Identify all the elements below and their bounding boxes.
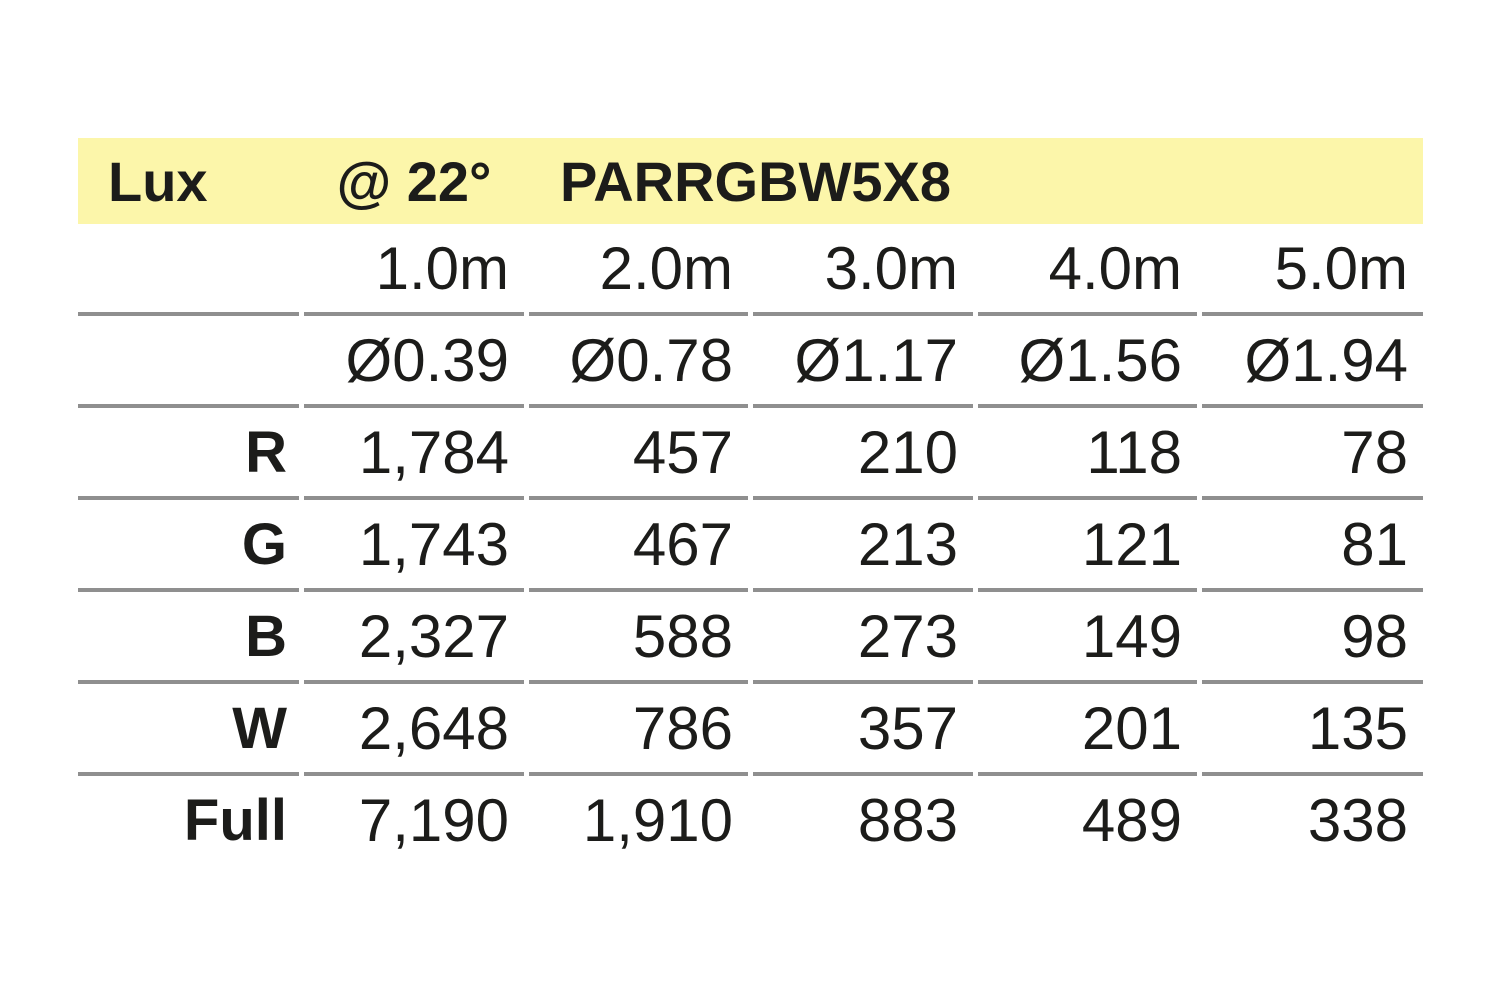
lux-value: 121	[978, 500, 1197, 592]
lux-value: 2,648	[304, 684, 524, 776]
table-row-green: G 1,743 467 213 121 81	[78, 500, 1423, 592]
lux-value: 1,910	[582, 786, 733, 854]
beam-diameter-value: Ø0.78	[529, 316, 748, 408]
lux-value: 489	[1081, 786, 1182, 854]
lux-table: Lux @ 22° PARRGBW5X8 1.0m 2.0m 3.0m 4.0m…	[78, 138, 1423, 864]
distance-header: 1.0m	[304, 224, 524, 316]
lux-value: 2,327	[304, 592, 524, 684]
row-label: W	[78, 684, 299, 776]
table-row-full: Full 7,190 1,910 883 489 338	[78, 776, 1423, 864]
lux-value: 213	[753, 500, 973, 592]
distance-header: 3.0m	[753, 224, 973, 316]
lux-value: 467	[529, 500, 748, 592]
lux-value: 786	[529, 684, 748, 776]
lux-value: 78	[1202, 408, 1423, 500]
lux-value: 7,190	[358, 786, 509, 854]
distance-header: 4.0m	[978, 224, 1197, 316]
row-label: R	[78, 408, 299, 500]
beam-diameter-row: Ø0.39 Ø0.78 Ø1.17 Ø1.56 Ø1.94	[78, 316, 1423, 408]
beam-diameter-value: Ø0.39	[304, 316, 524, 408]
beam-angle-label: @ 22°	[336, 149, 492, 213]
empty-label-cell	[78, 316, 299, 408]
beam-diameter-value: Ø1.94	[1202, 316, 1423, 408]
lux-value: 457	[529, 408, 748, 500]
lux-value: 338	[1307, 786, 1408, 854]
lux-value: 210	[753, 408, 973, 500]
lux-value: 1,743	[304, 500, 524, 592]
table-row-white: W 2,648 786 357 201 135	[78, 684, 1423, 776]
lux-value: 98	[1202, 592, 1423, 684]
lux-value: 135	[1202, 684, 1423, 776]
distance-header: 5.0m	[1202, 224, 1423, 316]
lux-value: 201	[978, 684, 1197, 776]
model-label: PARRGBW5X8	[560, 149, 952, 213]
distance-header-row: 1.0m 2.0m 3.0m 4.0m 5.0m	[78, 224, 1423, 316]
lux-value: 273	[753, 592, 973, 684]
lux-value: 588	[529, 592, 748, 684]
lux-value: 1,784	[304, 408, 524, 500]
table-row-blue: B 2,327 588 273 149 98	[78, 592, 1423, 684]
beam-diameter-value: Ø1.56	[978, 316, 1197, 408]
lux-value: 357	[753, 684, 973, 776]
lux-value: 883	[857, 786, 958, 854]
unit-label: Lux	[108, 149, 208, 213]
lux-value: 81	[1202, 500, 1423, 592]
beam-diameter-value: Ø1.17	[753, 316, 973, 408]
empty-corner-cell	[78, 224, 299, 316]
table-row-red: R 1,784 457 210 118 78	[78, 408, 1423, 500]
row-label: B	[78, 592, 299, 684]
row-label: Full	[183, 787, 287, 853]
distance-header: 2.0m	[529, 224, 748, 316]
row-label: G	[78, 500, 299, 592]
lux-value: 118	[978, 408, 1197, 500]
lux-value: 149	[978, 592, 1197, 684]
table-title-bar: Lux @ 22° PARRGBW5X8	[78, 138, 1423, 224]
